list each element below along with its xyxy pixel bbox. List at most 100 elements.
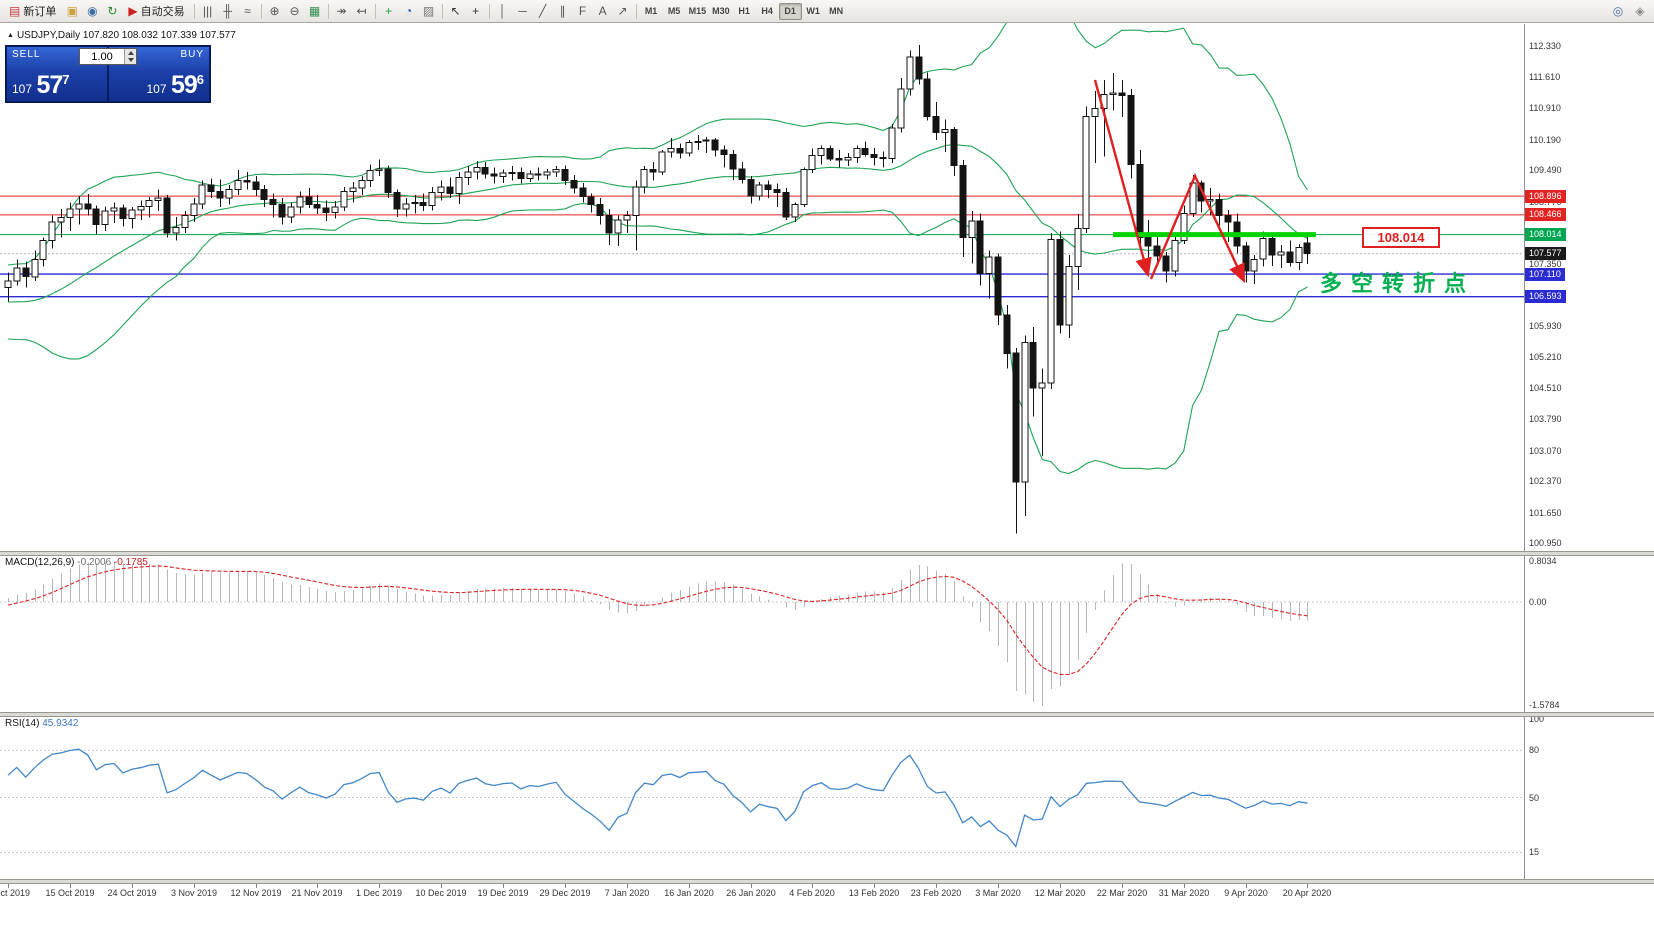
buy-price: 107 596 <box>146 71 204 99</box>
crosshair-icon-glyph: + <box>472 4 480 18</box>
auto-scroll-icon[interactable]: ↠ <box>332 2 352 21</box>
timeframe-H4[interactable]: H4 <box>761 6 773 16</box>
sell-label: SELL <box>12 49 41 60</box>
price-line-tag: 106.593 <box>1525 290 1566 303</box>
price-axis-label: 105.930 <box>1529 321 1562 331</box>
chart-collapse-icon[interactable]: ▲ <box>7 32 14 39</box>
timeframe-M15[interactable]: M15 <box>688 6 707 16</box>
price-axis-label: 109.490 <box>1529 165 1562 175</box>
refresh-icon[interactable]: ↻ <box>102 2 122 21</box>
symbol-ohlc-text: USDJPY,Daily 107.820 108.032 107.339 107… <box>16 30 236 41</box>
timeframe-D1[interactable]: D1 <box>778 2 802 20</box>
tile-windows-icon[interactable]: ▦ <box>305 2 325 21</box>
trendline-icon[interactable]: ╱ <box>533 2 553 21</box>
toolbar-separator <box>193 3 195 19</box>
toolbar-separator <box>441 3 443 19</box>
periods-icon-glyph: ◔ <box>404 4 413 18</box>
line-chart-icon-glyph: ≈ <box>244 4 251 18</box>
timeframe-M30[interactable]: M30 <box>712 6 730 16</box>
text-icon[interactable]: A <box>593 2 613 21</box>
toolbar-separator <box>327 3 329 19</box>
zoom-out-icon[interactable]: ⊖ <box>285 2 305 21</box>
timeframe-MN[interactable]: MN <box>829 6 844 16</box>
indicators-icon-glyph: + <box>385 4 393 18</box>
price-annotation-label[interactable]: 108.014 <box>1362 227 1440 248</box>
periods-icon[interactable]: ◔ <box>399 2 419 21</box>
volume-up-button[interactable] <box>125 49 136 57</box>
turning-point-annotation-text[interactable]: 多空转折点 <box>1320 271 1476 296</box>
vline-icon-glyph: │ <box>498 4 507 18</box>
templates-icon-glyph: ▨ <box>422 4 435 18</box>
toolbar-separator <box>635 3 637 19</box>
timeframe-W1[interactable]: W1 <box>806 6 820 16</box>
price-axis-label: 104.510 <box>1529 383 1562 393</box>
channel-icon-glyph: ∥ <box>559 4 566 18</box>
chart-shift-icon-glyph: ↤ <box>356 4 367 18</box>
price-axis-label: 111.610 <box>1529 72 1561 82</box>
indicators-icon[interactable]: + <box>379 2 399 21</box>
bar-chart-icon-glyph: ||| <box>202 4 213 18</box>
macd-axis-label: 0.00 <box>1529 597 1547 607</box>
templates-icon[interactable]: ▨ <box>419 2 439 21</box>
date-axis-label: 3 Mar 2020 <box>975 888 1021 898</box>
date-axis-label: 4 Feb 2020 <box>789 888 835 898</box>
rsi-axis-label: 50 <box>1529 793 1540 803</box>
crosshair-icon[interactable]: + <box>466 2 486 21</box>
price-line-tag: 107.577 <box>1525 247 1566 260</box>
chart-window-icon[interactable]: ▣ <box>62 2 82 21</box>
refresh-icon-glyph: ↻ <box>107 4 118 18</box>
chart-window-icon-glyph: ▣ <box>66 4 79 18</box>
date-axis-label: 31 Mar 2020 <box>1158 888 1210 898</box>
arrows-icon[interactable]: ↗ <box>613 2 633 21</box>
zoom-in-icon[interactable]: ⊕ <box>265 2 285 21</box>
profiles-icon[interactable]: ◉ <box>82 2 102 21</box>
chart-symbol-info: ▲ USDJPY,Daily 107.820 108.032 107.339 10… <box>7 30 236 41</box>
panel-separator-rsi[interactable] <box>0 712 1654 717</box>
timeframe-M5[interactable]: M5 <box>667 6 681 16</box>
volume-input[interactable] <box>80 49 124 64</box>
candlestick-icon[interactable]: ╫ <box>218 2 238 21</box>
vline-icon[interactable]: │ <box>493 2 513 21</box>
auto-trading-button[interactable]: ▶ 自动交易 <box>122 2 190 21</box>
chart-shift-icon[interactable]: ↤ <box>352 2 372 21</box>
down-arrow-icon <box>127 58 134 63</box>
auto-scroll-icon-glyph: ↠ <box>336 4 347 18</box>
date-axis-label: 1 Dec 2019 <box>355 888 403 898</box>
panel-separator-dates[interactable] <box>0 879 1654 884</box>
fibonacci-icon[interactable]: F <box>573 2 593 21</box>
search-icon[interactable]: ◎ <box>1612 3 1624 18</box>
volume-field <box>79 48 137 65</box>
toolbar-separator <box>260 3 262 19</box>
price-axis-label: 110.190 <box>1529 135 1561 145</box>
date-axis-label: 10 Dec 2019 <box>415 888 467 898</box>
arrows-icon-glyph: ↗ <box>617 4 628 18</box>
toolbar-separator <box>488 3 490 19</box>
volume-down-button[interactable] <box>125 56 136 64</box>
timeframe-H1[interactable]: H1 <box>738 6 750 16</box>
hline-icon[interactable]: ─ <box>513 2 533 21</box>
rsi-axis-label: 15 <box>1529 847 1540 857</box>
up-arrow-icon <box>127 50 134 55</box>
buy-button[interactable]: BUY 107 596 <box>108 46 210 102</box>
bar-chart-icon[interactable]: ||| <box>198 2 218 21</box>
date-axis-label: 15 Oct 2019 <box>45 888 95 898</box>
toolbar-separator <box>374 3 376 19</box>
cursor-icon[interactable]: ↖ <box>446 2 466 21</box>
date-axis-label: 3 Nov 2019 <box>170 888 218 898</box>
chat-icon[interactable]: ◈ <box>1635 3 1645 18</box>
date-axis-label: 7 Jan 2020 <box>604 888 650 898</box>
date-axis-label: 16 Jan 2020 <box>664 888 714 898</box>
price-line-tag: 107.110 <box>1525 268 1565 281</box>
fibonacci-icon-glyph: F <box>578 4 587 18</box>
line-chart-icon[interactable]: ≈ <box>238 2 258 21</box>
panel-separator-macd[interactable] <box>0 551 1654 556</box>
date-axis-label: 26 Jan 2020 <box>726 888 776 898</box>
new-order-button[interactable]: ▤ 新订单 <box>3 2 62 21</box>
date-axis-label: 22 Mar 2020 <box>1096 888 1148 898</box>
date-axis-label: 23 Feb 2020 <box>910 888 962 898</box>
date-axis-label: 9 Apr 2020 <box>1224 888 1268 898</box>
timeframe-M1[interactable]: M1 <box>644 6 658 16</box>
channel-icon[interactable]: ∥ <box>553 2 573 21</box>
date-axis-label: 5 Oct 2019 <box>0 888 31 898</box>
